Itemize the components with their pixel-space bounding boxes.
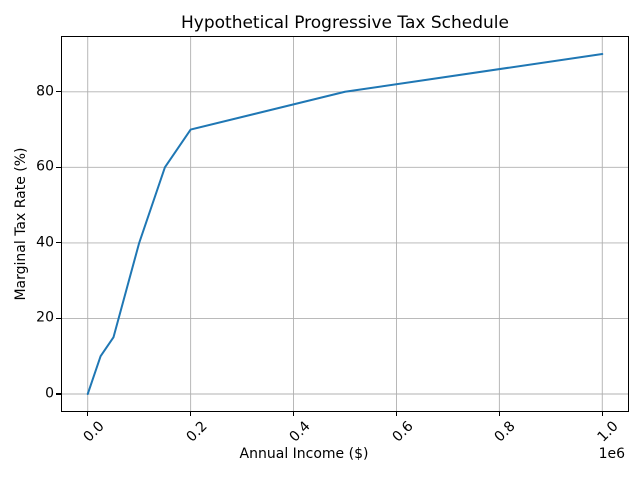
plot-canvas [62,37,628,411]
y-tick-mark [55,166,61,168]
x-tick-label: 0.6 [389,418,417,446]
x-tick-mark [498,411,500,416]
x-tick-label: 0.8 [491,418,519,446]
y-tick-mark [55,317,61,319]
y-tick-mark [55,393,61,395]
x-tick-mark [292,411,295,416]
x-axis-offset-label: 1e6 [598,446,625,462]
x-tick-label: 1.0 [594,418,622,446]
x-axis-label: Annual Income ($) [239,446,369,462]
chart-title: Hypothetical Progressive Tax Schedule [181,13,509,33]
x-tick-mark [190,411,192,416]
y-tick-label: 20 [36,309,54,326]
y-tick-label: 80 [36,83,54,100]
x-tick-label: 0.0 [80,418,108,446]
tax-schedule-line [86,53,604,395]
x-tick-mark [395,411,398,416]
x-tick-mark [87,411,89,416]
y-tick-label: 0 [45,385,54,402]
y-tick-mark [55,91,61,93]
y-tick-label: 40 [36,234,54,251]
plot-area [61,36,629,412]
x-tick-mark [601,411,603,416]
y-tick-label: 60 [36,158,54,175]
x-tick-label: 0.4 [286,418,314,446]
x-tick-label: 0.2 [183,418,211,446]
y-tick-mark [55,242,61,244]
